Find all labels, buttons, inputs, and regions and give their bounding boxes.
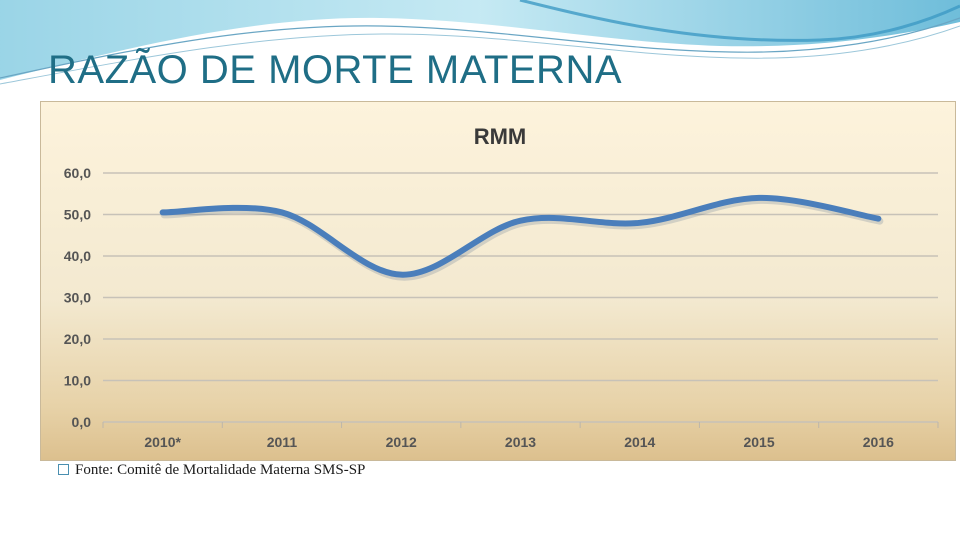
header-wave-decoration [0, 0, 960, 85]
y-tick-label: 50,0 [64, 207, 91, 223]
x-axis-ticks: 2010* 2011 2012 2013 2014 2015 2016 [102, 422, 939, 450]
y-tick-label: 30,0 [64, 290, 91, 306]
x-tick-label: 2016 [863, 434, 894, 450]
y-tick-label: 0,0 [72, 414, 92, 430]
y-tick-label: 10,0 [64, 373, 91, 389]
series-layer [159, 194, 884, 281]
y-tick-label: 60,0 [64, 165, 91, 181]
chart-title: RMM [474, 124, 527, 149]
series-line [159, 194, 882, 278]
y-tick-label: 20,0 [64, 331, 91, 347]
line-chart: RMM 0,010,020,030,040,050,060,0 2010* 201… [64, 124, 939, 450]
bullet-icon [58, 464, 69, 475]
x-tick-label: 2015 [743, 434, 774, 450]
x-tick-label: 2012 [386, 434, 417, 450]
source-note-text: Fonte: Comitê de Mortalidade Materna SMS… [75, 462, 366, 478]
slide-title: RAZÃO DE MORTE MATERNA [48, 48, 623, 92]
x-tick-label: 2010* [144, 434, 181, 450]
source-note: Fonte: Comitê de Mortalidade Materna SMS… [58, 462, 365, 479]
chart-frame: RMM 0,0 10,0 20,0 30,0 40,0 50,0 60,0 2010* 201… [40, 101, 956, 461]
gridlines [103, 172, 938, 423]
x-tick-label: 2011 [267, 434, 298, 450]
y-tick-label: 40,0 [64, 248, 91, 264]
x-tick-label: 2013 [505, 434, 536, 450]
x-tick-label: 2014 [624, 434, 655, 450]
y-axis-ticks: 0,0 10,0 20,0 30,0 40,0 50,0 60,0 [64, 165, 91, 430]
